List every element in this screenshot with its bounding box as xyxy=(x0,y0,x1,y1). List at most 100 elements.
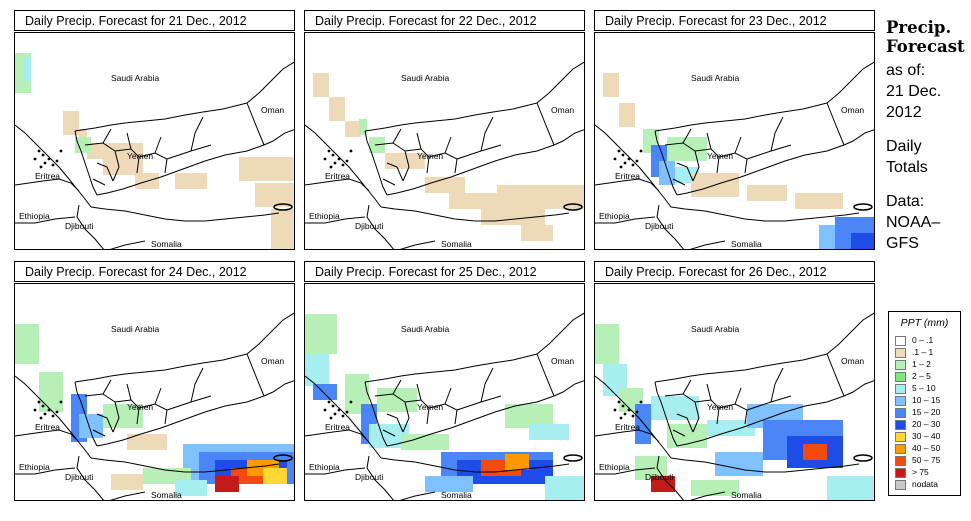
precip-cell xyxy=(361,382,369,390)
boundary-line xyxy=(380,457,570,473)
precip-cell xyxy=(521,217,529,225)
boundary-line xyxy=(74,102,248,132)
island-mark xyxy=(331,153,335,157)
precip-cell xyxy=(537,452,545,460)
precip-cell xyxy=(457,177,465,185)
precip-cell xyxy=(859,233,867,241)
precip-cell xyxy=(71,418,79,426)
map-svg: Saudi Arabia Oman Yemen Eritrea Ethiopia Djib… xyxy=(15,53,294,249)
island-mark xyxy=(623,412,627,416)
precip-cell xyxy=(619,372,627,380)
precip-cell xyxy=(659,145,667,153)
island-mark xyxy=(337,157,341,161)
precip-cell xyxy=(55,380,63,388)
precip-cell xyxy=(457,201,465,209)
precip-cell xyxy=(819,233,827,241)
precip-cell xyxy=(739,468,747,476)
precip-cell xyxy=(183,452,191,460)
precip-cell xyxy=(827,428,835,436)
precip-cell xyxy=(723,420,731,428)
precip-cell xyxy=(731,173,739,181)
socotra-island xyxy=(273,203,293,211)
precip-cell xyxy=(263,452,271,460)
legend-item: 40 – 50 xyxy=(895,443,957,455)
precip-cell xyxy=(175,480,183,488)
boundaries xyxy=(15,312,294,500)
precip-cell xyxy=(79,129,87,137)
boundary-line xyxy=(654,102,828,132)
precip-cell xyxy=(683,167,691,175)
precip-cell xyxy=(321,378,329,386)
boundary-line xyxy=(246,61,294,104)
precip-cell xyxy=(779,444,787,452)
precip-cell xyxy=(843,476,851,484)
precip-cell xyxy=(441,468,449,476)
precip-cell xyxy=(183,460,191,468)
precip-cell xyxy=(497,460,505,468)
precip-cell xyxy=(111,151,119,159)
precip-cell xyxy=(385,388,393,396)
precip-cell xyxy=(393,153,401,161)
precip-cell xyxy=(255,173,263,181)
precip-cell xyxy=(111,143,119,151)
precip-cell xyxy=(151,181,159,189)
precip-cell xyxy=(553,476,561,484)
precip-cell xyxy=(803,452,811,460)
precip-cell xyxy=(457,484,465,492)
legend-label: .1 – 1 xyxy=(912,347,934,357)
precip-cell xyxy=(71,111,79,119)
precip-cell xyxy=(635,472,643,480)
precip-cell xyxy=(279,476,287,484)
precip-cell xyxy=(191,488,199,496)
precip-cell xyxy=(739,428,747,436)
precip-cell xyxy=(635,420,643,428)
island-mark xyxy=(341,414,345,418)
precip-cell xyxy=(603,380,611,388)
precip-cell xyxy=(457,460,465,468)
precip-cell xyxy=(465,484,473,492)
boundary-line xyxy=(826,61,874,104)
boundary-line xyxy=(246,102,265,146)
precip-cell xyxy=(271,241,279,249)
precip-cell xyxy=(859,492,867,500)
precip-cell xyxy=(827,452,835,460)
precip-cell xyxy=(313,314,321,322)
precip-cell xyxy=(603,372,611,380)
precip-cell xyxy=(329,392,337,400)
map-label-ethiopia: Ethiopia xyxy=(309,462,340,472)
precip-cell xyxy=(513,185,521,193)
socotra-island xyxy=(273,454,293,462)
precip-cell xyxy=(723,488,731,496)
precip-cell xyxy=(851,225,859,233)
precip-cell xyxy=(771,428,779,436)
legend-label: 5 – 10 xyxy=(912,383,936,393)
precip-cell xyxy=(361,374,369,382)
precip-cell xyxy=(441,434,449,442)
socotra-island xyxy=(853,454,873,462)
precip-cell xyxy=(361,436,369,444)
precip-cell xyxy=(731,488,739,496)
precip-cell xyxy=(449,484,457,492)
precip-cell xyxy=(417,161,425,169)
boundary-line xyxy=(676,144,845,196)
precip-cell xyxy=(835,217,843,225)
precip-cell xyxy=(239,165,247,173)
precip-cell xyxy=(545,233,553,241)
precip-cell xyxy=(23,73,31,81)
precip-cell xyxy=(255,444,263,452)
precip-cell xyxy=(359,119,367,127)
boundary-line xyxy=(263,380,294,397)
precip-cell xyxy=(313,322,321,330)
precip-cell xyxy=(433,476,441,484)
precip-cell xyxy=(143,442,151,450)
precip-cell xyxy=(287,199,294,207)
map-label-somalia: Somalia xyxy=(441,239,472,249)
map-label-eritrea: Eritrea xyxy=(615,422,640,432)
as-of-date-line2: 2012 xyxy=(886,104,922,121)
precip-cell xyxy=(329,322,337,330)
precip-cell xyxy=(71,402,79,410)
precip-cell xyxy=(271,209,279,217)
precip-cell xyxy=(619,388,627,396)
precip-cell xyxy=(619,119,627,127)
boundary-line xyxy=(366,204,394,249)
